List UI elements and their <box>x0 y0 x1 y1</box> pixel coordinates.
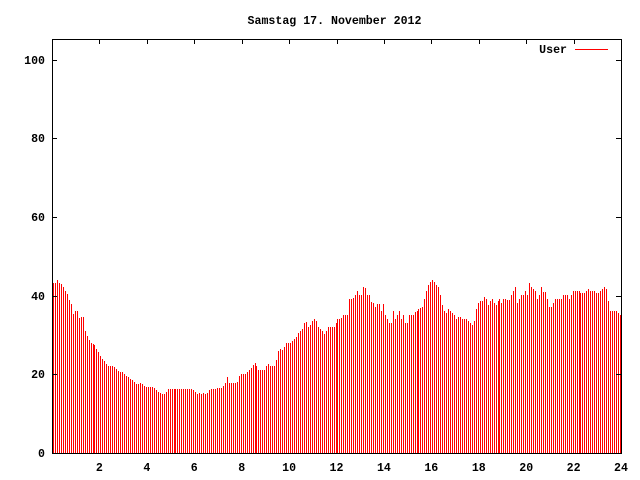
svg-text:60: 60 <box>31 212 45 225</box>
svg-text:18: 18 <box>472 462 486 475</box>
svg-text:8: 8 <box>238 462 245 475</box>
svg-text:40: 40 <box>31 291 45 304</box>
svg-text:Samstag 17. November 2012: Samstag 17. November 2012 <box>248 15 422 28</box>
svg-text:0: 0 <box>38 448 45 461</box>
svg-text:6: 6 <box>191 462 198 475</box>
svg-text:80: 80 <box>31 133 45 146</box>
svg-text:100: 100 <box>24 55 45 68</box>
svg-text:24: 24 <box>614 462 628 475</box>
svg-text:User: User <box>539 44 567 57</box>
svg-text:4: 4 <box>143 462 150 475</box>
svg-text:20: 20 <box>31 369 45 382</box>
svg-text:16: 16 <box>424 462 438 475</box>
svg-text:12: 12 <box>330 462 344 475</box>
svg-text:10: 10 <box>282 462 296 475</box>
svg-text:22: 22 <box>567 462 581 475</box>
svg-text:20: 20 <box>519 462 533 475</box>
svg-text:14: 14 <box>377 462 391 475</box>
svg-text:2: 2 <box>96 462 103 475</box>
